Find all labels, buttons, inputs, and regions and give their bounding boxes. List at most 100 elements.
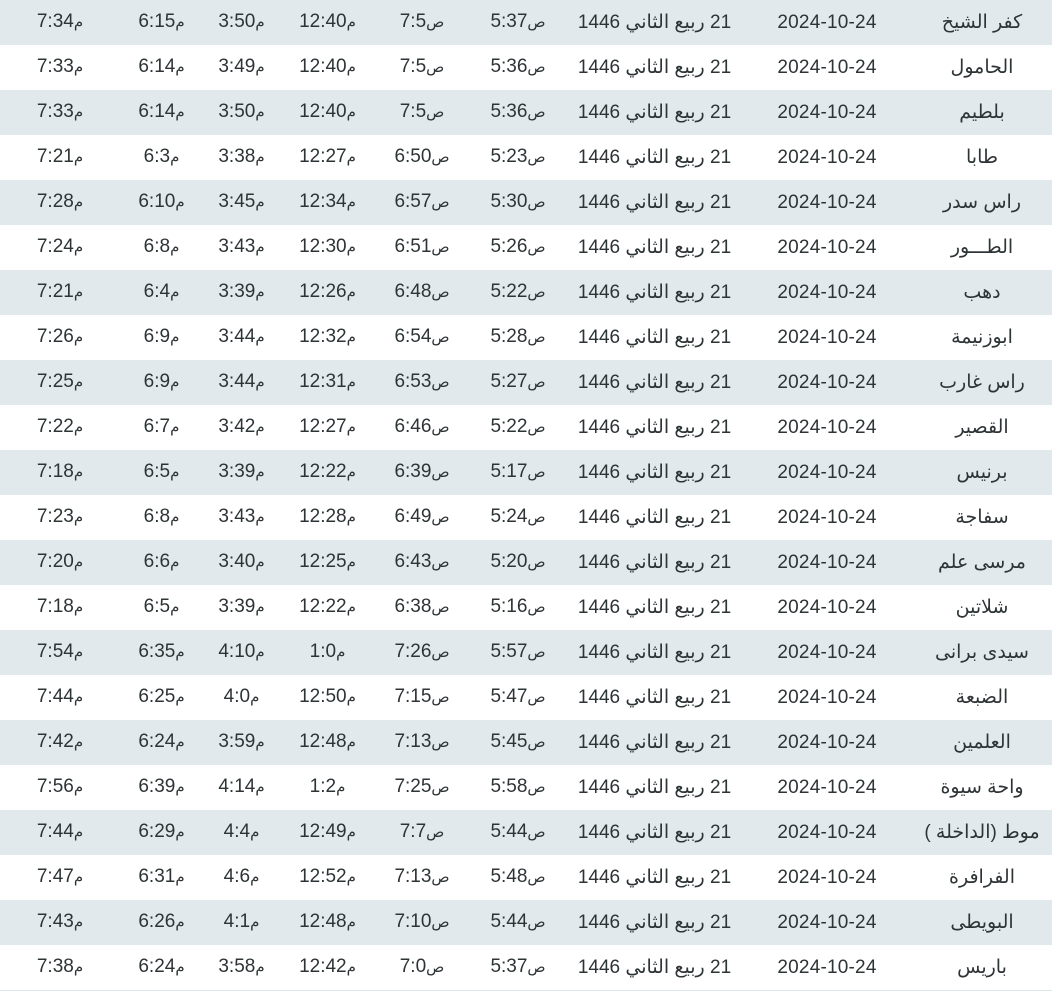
cell-dhuhr-meridiem: م <box>346 734 356 751</box>
cell-asr-value: 3:42 <box>218 416 256 437</box>
cell-sunrise-meridiem: ص <box>431 689 450 706</box>
cell-maghrib-meridiem: م <box>175 914 185 931</box>
cell-maghrib-meridiem: م <box>175 779 185 796</box>
cell-sunrise-value: 7:26 <box>394 641 432 662</box>
table-row: دهب 2024-10-24 21 ربيع الثاني 1446 ص5:22 ص6:… <box>0 270 1052 315</box>
cell-isha-meridiem: م <box>73 104 84 121</box>
cell-sunrise-meridiem: ص <box>431 644 450 661</box>
cell-gregorian-date: 2024-10-24 <box>777 506 877 528</box>
cell-asr-meridiem: م <box>255 104 265 121</box>
cell-hijri-date: 21 ربيع الثاني 1446 <box>577 596 732 618</box>
cell-asr-meridiem: م <box>255 239 265 256</box>
cell-sunrise-value: 6:53 <box>394 371 432 392</box>
cell-maghrib-value: 6:3 <box>143 146 171 167</box>
cell-maghrib: م6:25 <box>123 675 203 720</box>
cell-isha-value: 7:26 <box>36 326 74 347</box>
cell-sunrise-value: 7:7 <box>399 821 427 842</box>
cell-sunrise: ص7:15 <box>375 675 472 720</box>
cell-maghrib: م6:9 <box>123 360 203 405</box>
cell-dhuhr-value: 12:26 <box>299 281 347 302</box>
cell-dhuhr-meridiem: م <box>346 869 356 886</box>
cell-sunrise-meridiem: ص <box>431 374 450 391</box>
cell-fajr-value: 5:48 <box>490 866 528 887</box>
cell-asr: م3:40 <box>203 540 283 585</box>
cell-dhuhr-meridiem: م <box>346 914 356 931</box>
cell-dhuhr-value: 12:48 <box>299 911 347 932</box>
cell-fajr-value: 5:36 <box>490 101 528 122</box>
cell-dhuhr-meridiem: م <box>346 59 356 76</box>
cell-fajr: ص5:22 <box>472 270 567 315</box>
cell-dhuhr-meridiem: م <box>346 329 356 346</box>
cell-maghrib-meridiem: م <box>170 239 180 256</box>
cell-fajr: ص5:28 <box>472 315 567 360</box>
cell-maghrib-value: 6:6 <box>143 551 171 572</box>
cell-hijri-date: 21 ربيع الثاني 1446 <box>577 146 732 168</box>
cell-fajr-meridiem: ص <box>527 104 546 121</box>
cell-sunrise-value: 7:13 <box>394 731 432 752</box>
cell-asr: م3:42 <box>203 405 283 450</box>
cell-sunrise: ص6:53 <box>375 360 472 405</box>
cell-dhuhr-value: 12:30 <box>299 236 347 257</box>
cell-isha-value: 7:18 <box>36 461 74 482</box>
cell-maghrib: م6:24 <box>123 720 203 765</box>
cell-asr-value: 4:4 <box>223 821 251 842</box>
table-row: الحامول 2024-10-24 21 ربيع الثاني 1446 ص5:3… <box>0 45 1052 90</box>
cell-city-name: موط (الداخلة ) <box>924 821 1040 843</box>
cell-sunrise-meridiem: ص <box>431 599 450 616</box>
cell-sunrise-value: 6:54 <box>394 326 432 347</box>
table-row: برنيس 2024-10-24 21 ربيع الثاني 1446 ص5:17 ص… <box>0 450 1052 495</box>
cell-asr: م3:38 <box>203 135 283 180</box>
cell-hijri-date: 21 ربيع الثاني 1446 <box>577 551 732 573</box>
cell-fajr-value: 5:17 <box>490 461 528 482</box>
cell-asr-value: 4:1 <box>223 911 251 932</box>
cell-fajr: ص5:48 <box>472 855 567 900</box>
cell-asr-meridiem: م <box>255 554 265 571</box>
cell-isha-meridiem: م <box>73 329 84 346</box>
cell-dhuhr-value: 12:27 <box>299 146 347 167</box>
cell-isha-value: 7:34 <box>36 11 74 32</box>
cell-hijri-date: 21 ربيع الثاني 1446 <box>577 56 732 78</box>
cell-fajr-meridiem: ص <box>527 239 546 256</box>
cell-sunrise: ص6:51 <box>375 225 472 270</box>
cell-hijri-date: 21 ربيع الثاني 1446 <box>577 866 732 888</box>
cell-gregorian-date: 2024-10-24 <box>777 776 877 798</box>
cell-dhuhr-meridiem: م <box>346 374 356 391</box>
cell-sunrise-value: 6:51 <box>394 236 432 257</box>
cell-dhuhr-value: 12:27 <box>299 416 347 437</box>
cell-fajr: ص5:23 <box>472 135 567 180</box>
cell-city-name: سفاجة <box>955 506 1009 528</box>
cell-isha-value: 7:18 <box>36 596 74 617</box>
cell-dhuhr: م12:22 <box>283 450 375 495</box>
cell-dhuhr-meridiem: م <box>346 194 356 211</box>
cell-gregorian-date: 2024-10-24 <box>777 551 877 573</box>
cell-dhuhr: م12:28 <box>283 495 375 540</box>
cell-maghrib: م6:5 <box>123 450 203 495</box>
cell-sunrise: ص6:54 <box>375 315 472 360</box>
cell-fajr-meridiem: ص <box>527 419 546 436</box>
cell-maghrib-meridiem: م <box>175 734 185 751</box>
cell-city-name: مرسى علم <box>938 551 1026 573</box>
cell-dhuhr: م12:40 <box>283 45 375 90</box>
cell-fajr-meridiem: ص <box>527 599 546 616</box>
cell-dhuhr: م1:0 <box>283 630 375 675</box>
table-row: مرسى علم 2024-10-24 21 ربيع الثاني 1446 ص5:… <box>0 540 1052 585</box>
cell-asr-meridiem: م <box>255 194 265 211</box>
cell-isha-meridiem: م <box>73 599 84 616</box>
cell-fajr-value: 5:45 <box>490 731 528 752</box>
table-row: البويطى 2024-10-24 21 ربيع الثاني 1446 ص5:4… <box>0 900 1052 945</box>
cell-sunrise: ص7:13 <box>375 855 472 900</box>
cell-dhuhr: م12:48 <box>283 720 375 765</box>
cell-isha: م7:21 <box>0 135 123 180</box>
cell-asr-value: 3:39 <box>218 596 256 617</box>
cell-isha-meridiem: م <box>73 194 84 211</box>
cell-fajr: ص5:16 <box>472 585 567 630</box>
cell-sunrise-value: 7:5 <box>399 11 427 32</box>
cell-maghrib: م6:4 <box>123 270 203 315</box>
cell-maghrib-meridiem: م <box>175 869 185 886</box>
cell-dhuhr-value: 12:50 <box>299 686 347 707</box>
cell-isha: م7:43 <box>0 900 123 945</box>
cell-fajr-value: 5:44 <box>490 821 528 842</box>
cell-asr-meridiem: م <box>255 374 265 391</box>
cell-fajr: ص5:30 <box>472 180 567 225</box>
